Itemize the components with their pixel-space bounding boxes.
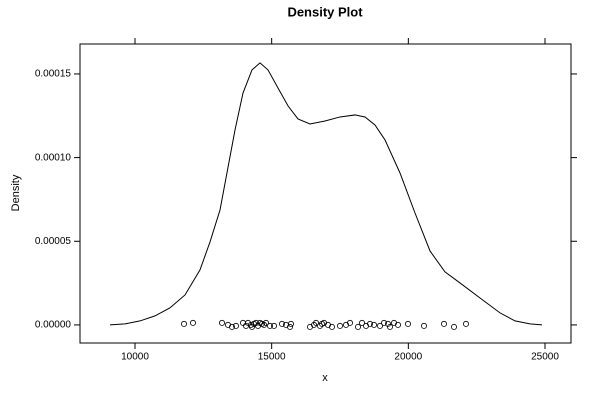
rug-point [337,322,344,329]
x-tick-label: 25000 [531,352,559,363]
rug-point [229,323,236,330]
rug-point [386,323,393,330]
rug-point [311,321,318,328]
rug-point [278,320,285,327]
rug-point [316,322,323,329]
rug-point [270,322,277,329]
rug-point [239,319,246,326]
rug-point [376,322,383,329]
rug-point [263,319,270,326]
plot-frame [79,43,572,344]
x-tick-label: 10000 [121,352,149,363]
rug-point [355,323,362,330]
rug-point [451,323,458,330]
rug-point [328,323,335,330]
y-tick-label: 0.00015 [35,69,72,80]
rug-point [381,319,388,326]
rug-point [313,319,320,326]
rug-point [248,323,255,330]
rug-point [244,319,251,326]
rug-point [218,319,225,326]
rug-point [384,320,391,327]
y-tick-label: 0.00010 [35,152,72,163]
rug-point [405,320,412,327]
y-tick-label: 0.00000 [35,320,72,331]
rug-point [181,320,188,327]
rug-point [232,322,239,329]
rug-point [371,321,378,328]
rug-point [463,320,470,327]
rug-point [367,320,374,327]
rug-point [395,321,402,328]
density-line [109,62,543,326]
rug-point [287,320,294,327]
rug-point [441,320,448,327]
rug-point [359,319,366,326]
y-tick-label: 0.00005 [35,236,72,247]
rug-point [253,319,260,326]
rug-point [420,322,427,329]
y-axis-label: Density [10,174,22,211]
x-axis-label: x [322,372,328,384]
rug-point [189,319,196,326]
rug-point [287,323,294,330]
chart-title: Density Plot [287,4,363,19]
x-tick-label: 15000 [258,352,286,363]
rug-point [347,319,354,326]
x-tick-label: 20000 [394,352,422,363]
rug-point [266,322,273,329]
rug-point [261,321,268,328]
